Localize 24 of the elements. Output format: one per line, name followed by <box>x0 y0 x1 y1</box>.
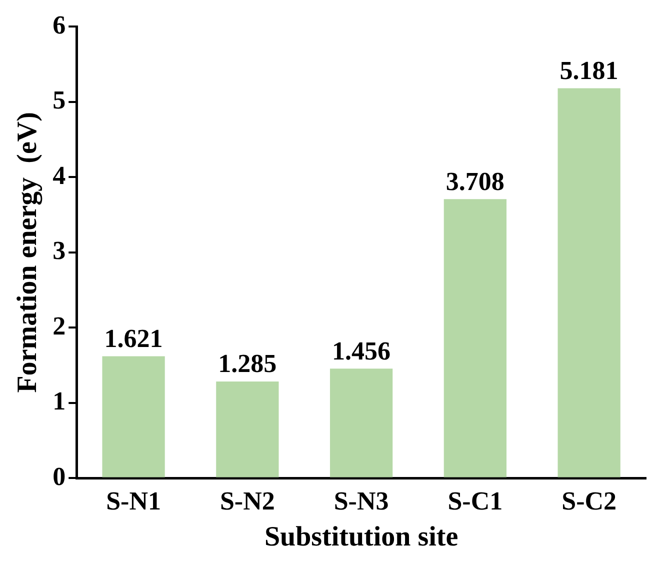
bar <box>330 368 393 478</box>
bar <box>216 381 279 478</box>
y-tick-label: 3 <box>52 236 66 266</box>
bar <box>102 356 165 478</box>
bar <box>444 199 506 478</box>
y-tick-label: 6 <box>52 10 66 40</box>
x-tick-label: S-C1 <box>448 486 503 516</box>
data-label: 3.708 <box>446 166 504 196</box>
y-tick-label: 5 <box>52 86 66 115</box>
bar <box>558 88 620 478</box>
x-tick-label: S-N2 <box>220 486 275 516</box>
x-axis-title: Substitution site <box>264 521 458 552</box>
y-axis-title: Formation energy (eV) <box>12 112 44 393</box>
data-label: 1.285 <box>218 349 277 378</box>
x-tick-label: S-N1 <box>106 486 161 516</box>
y-tick-label: 4 <box>52 160 66 190</box>
y-tick-label: 1 <box>52 386 66 416</box>
data-label: 1.456 <box>332 336 391 366</box>
data-label: 1.621 <box>104 324 163 353</box>
y-tick-label: 2 <box>52 311 66 340</box>
y-tick-label: 0 <box>52 462 66 491</box>
x-tick-label: S-N3 <box>334 486 389 516</box>
data-label: 5.181 <box>560 56 618 85</box>
x-tick-label: S-C2 <box>562 486 617 516</box>
